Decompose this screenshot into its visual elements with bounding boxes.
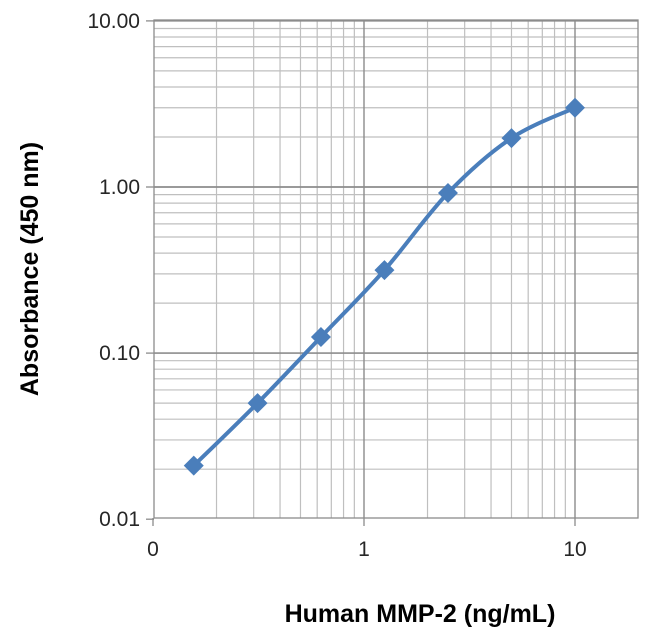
series-markers [183, 97, 585, 476]
series-line [191, 105, 577, 468]
diamond-marker [247, 393, 268, 414]
diamond-marker [310, 327, 331, 348]
diamond-marker [437, 183, 458, 204]
axis-ticks [146, 20, 576, 526]
x-axis-tick-labels: 0 1 10 [147, 538, 587, 561]
diamond-marker [183, 455, 204, 476]
x-tick-label: 0 [147, 538, 159, 561]
y-axis-title: Absorbance (450 nm) [16, 142, 44, 396]
y-axis-tick-labels: 10.00 1.00 0.10 0.01 [87, 10, 140, 531]
plot-area [153, 19, 639, 519]
diamond-marker [565, 97, 585, 118]
y-tick-label: 0.01 [99, 508, 140, 531]
diamond-marker [501, 128, 522, 149]
diamond-marker [374, 260, 395, 281]
x-axis-title: Human MMP-2 (ng/mL) [285, 600, 556, 628]
x-tick-label: 1 [358, 538, 370, 561]
minor-gridlines [154, 20, 638, 518]
y-tick-label: 10.00 [87, 10, 140, 33]
y-tick-label: 0.10 [99, 342, 140, 365]
y-tick-label: 1.00 [99, 176, 140, 199]
x-tick-label: 10 [563, 538, 586, 561]
